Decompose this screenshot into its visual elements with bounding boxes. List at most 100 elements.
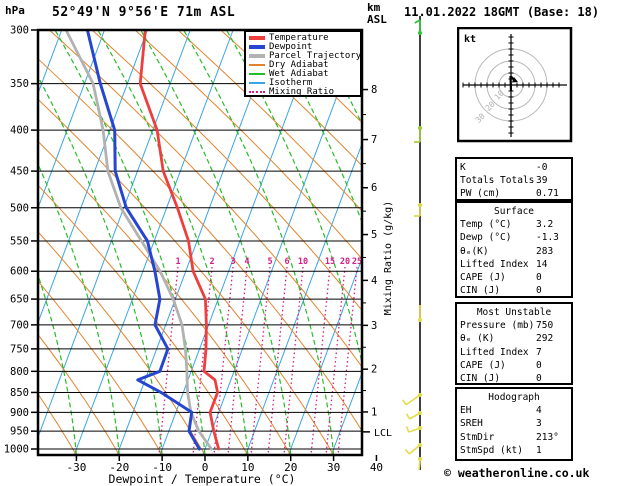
legend-label: Isotherm	[269, 77, 313, 88]
stat-row: CIN (J) 0	[460, 372, 568, 385]
temp-tick-label: -30	[66, 461, 86, 474]
info-box-title: Most Unstable	[476, 307, 552, 318]
altitude-axis: 8 7 6 5 4 3 2 1 LCL Mixing Ratio (g/kg)	[362, 84, 394, 439]
mixing-ratio-value: 6	[284, 257, 289, 267]
stat-value: 1	[536, 444, 542, 456]
stat-row: Totals Totals 39	[460, 174, 568, 187]
mixing-ratio-line	[337, 266, 358, 455]
pressure-tick-label: 650	[10, 294, 29, 306]
km-tick-label: 7	[371, 134, 377, 146]
stat-row: K -0	[460, 161, 568, 174]
pressure-tick-label: 550	[10, 235, 29, 247]
stat-row: PW (cm) 0.71	[460, 187, 568, 200]
legend-swatch	[249, 64, 265, 67]
temp-tick-label: 20	[284, 461, 297, 474]
dry-adiabat-line	[38, 58, 362, 432]
stat-row: Dewp (°C) -1.3	[460, 231, 568, 244]
stat-row: EH 4	[460, 404, 568, 417]
mixing-ratio-line	[325, 266, 346, 455]
km-label: km	[367, 1, 381, 14]
legend-item: Temperature	[249, 33, 357, 43]
mixing-ratio-value: 4	[244, 257, 249, 267]
plot-border	[36, 28, 364, 457]
legend-label: Wet Adiabat	[269, 69, 329, 80]
mixing-ratio-axis-title: Mixing Ratio (g/kg)	[383, 201, 394, 315]
legend-item: Isotherm	[249, 77, 357, 88]
stat-value: 0.71	[536, 188, 559, 200]
parcel-curve	[64, 30, 213, 451]
stat-value: 3.2	[536, 219, 554, 231]
km-tick-label: 4	[371, 275, 377, 287]
x-axis-title: Dewpoint / Temperature (°C)	[109, 472, 296, 486]
credit-text: © weatheronline.co.uk	[444, 466, 590, 480]
dry-adiabat-line	[134, 30, 362, 260]
legend-swatch	[249, 81, 265, 84]
stat-row: CIN (J) 0	[460, 284, 568, 297]
dry-adiabat-line	[38, 140, 292, 455]
pressure-tick-label: 900	[10, 407, 29, 419]
pressure-tick-label: 850	[10, 387, 29, 399]
temp-tick-label: -10	[152, 461, 172, 474]
stat-value: 0	[536, 285, 542, 297]
isotherm-line	[245, 142, 362, 455]
info-box-title: Hodograph	[488, 392, 540, 403]
legend-swatch	[249, 36, 265, 41]
temp-tick-label: 40	[370, 461, 383, 474]
stat-value: 292	[536, 333, 554, 345]
mixing-ratio-line	[267, 266, 288, 455]
dry-adiabat-line	[38, 393, 77, 455]
wet-adiabat-line	[54, 30, 206, 455]
wet-adiabat-line	[183, 30, 335, 455]
info-box: Hodograph EH 4 SREH 3 StmDir 213° StmSpd (kt) 1	[455, 387, 573, 461]
mixing-ratio-line	[310, 266, 331, 455]
stat-label: CAPE (J)	[460, 272, 506, 284]
wind-barb	[405, 411, 422, 420]
temp-tick-label: 0	[202, 461, 209, 474]
km-tick-label: 3	[371, 320, 377, 332]
asl-label: ASL	[367, 13, 387, 26]
stat-row: Pressure (mb) 750	[460, 319, 568, 332]
temp-tick-label: -20	[109, 461, 129, 474]
info-box: Surface Temp (°C) 3.2 Dewp (°C) -1.3 θₑ(K) 283…	[455, 201, 573, 298]
stat-value: 213°	[536, 431, 559, 443]
stat-label: Lifted Index	[460, 258, 529, 270]
mixing-ratio-line	[213, 266, 234, 455]
stat-value: 3	[536, 418, 542, 430]
legend-label: Dry Adiabat	[269, 60, 329, 71]
stat-row: StmSpd (kt) 1	[460, 444, 568, 457]
wind-barb	[418, 457, 422, 471]
isotherm-line	[38, 30, 191, 439]
pressure-tick-label: 350	[10, 78, 29, 90]
stat-label: PW (cm)	[460, 188, 501, 200]
dry-adiabat-line	[348, 30, 362, 43]
pressure-tick-label: 700	[10, 319, 29, 331]
stat-row: θₑ(K) 283	[460, 245, 568, 258]
chart-legend: Temperature Dewpoint Parcel Trajectory Dry …	[244, 30, 362, 97]
pressure-tick-label: 750	[10, 343, 29, 355]
wet-adiabat-line	[38, 75, 163, 455]
skewt-chart: 1 2 3 4 5 6 10 15 20 2530035040045050055060065070…	[4, 16, 445, 486]
km-tick-label: 1	[371, 406, 377, 418]
wet-adiabat-line	[140, 30, 292, 455]
legend-label: Parcel Trajectory	[269, 51, 362, 62]
stat-label: θₑ(K)	[460, 245, 489, 257]
stat-label: Pressure (mb)	[460, 320, 535, 332]
stat-row: Lifted Index 14	[460, 258, 568, 271]
isotherm-line	[38, 30, 106, 210]
stat-value: 283	[536, 245, 554, 257]
mixing-ratio-value: 3	[230, 257, 235, 267]
dry-adiabat-line	[392, 30, 445, 455]
altitude-unit-label: km ASL	[367, 2, 387, 26]
legend-item: Mixing Ratio	[249, 87, 357, 97]
stat-label: Temp (°C)	[460, 219, 512, 231]
wind-barb	[418, 305, 422, 322]
hodograph-trace	[509, 75, 518, 92]
info-box: Most Unstable Pressure (mb) 750 θₑ (K) 292 Li…	[455, 302, 573, 385]
isotherm-line	[417, 30, 445, 455]
stat-value: 4	[536, 405, 542, 417]
pressure-tick-label: 950	[10, 426, 29, 438]
dewpoint-curve	[85, 30, 201, 451]
sounding-curves	[64, 30, 221, 451]
mixing-ratio-line	[227, 266, 248, 455]
stat-value: 39	[536, 175, 548, 187]
